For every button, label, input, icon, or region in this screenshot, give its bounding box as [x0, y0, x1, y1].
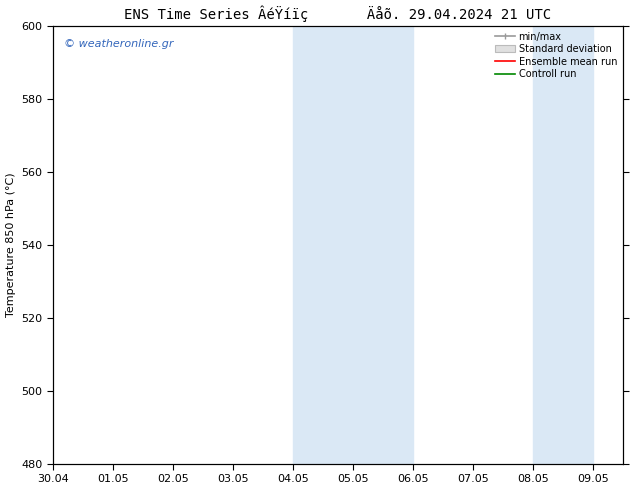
Bar: [293, 26, 353, 464]
Legend: min/max, Standard deviation, Ensemble mean run, Controll run: min/max, Standard deviation, Ensemble me…: [491, 28, 621, 83]
Y-axis label: Temperature 850 hPa (°C): Temperature 850 hPa (°C): [6, 172, 16, 318]
Bar: [563, 26, 593, 464]
Bar: [533, 26, 563, 464]
Text: © weatheronline.gr: © weatheronline.gr: [64, 39, 174, 49]
Bar: [353, 26, 413, 464]
Title: ENS Time Series ÂéŸíïç       Äåõ. 29.04.2024 21 UTC: ENS Time Series ÂéŸíïç Äåõ. 29.04.2024 2…: [124, 5, 552, 22]
